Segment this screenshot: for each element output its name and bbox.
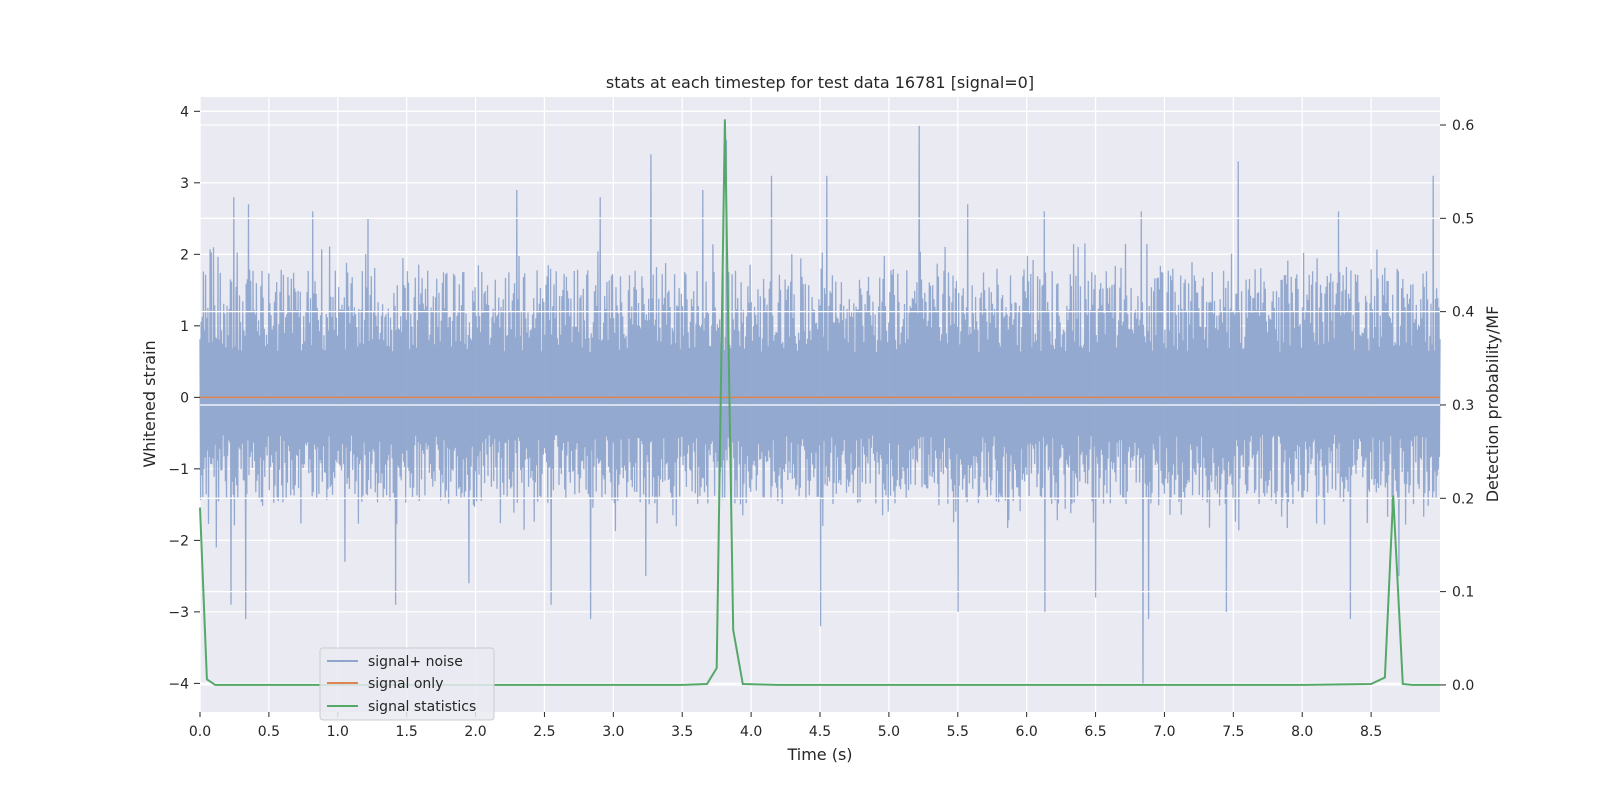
y-tick-label: −3 — [168, 605, 189, 621]
x-tick-label: 7.0 — [1153, 724, 1175, 740]
legend: signal+ noise signal only signal statist… — [319, 647, 495, 721]
x-axis-label: Time (s) — [786, 745, 852, 764]
legend-label-signal: signal only — [368, 676, 443, 692]
x-tick-label: 2.0 — [464, 724, 486, 740]
x-tick-label: 3.0 — [602, 724, 624, 740]
y2-tick-label: 0.6 — [1452, 118, 1474, 134]
y2-axis-ticks: 0.0 0.1 0.2 0.3 0.4 0.5 0.6 — [1440, 118, 1474, 694]
y2-tick-label: 0.5 — [1452, 211, 1474, 227]
y-tick-label: −2 — [168, 533, 189, 549]
y2-tick-label: 0.3 — [1452, 398, 1474, 414]
x-tick-label: 8.5 — [1360, 724, 1382, 740]
x-tick-label: 5.5 — [947, 724, 969, 740]
y-tick-label: −4 — [168, 676, 189, 692]
y-tick-label: 4 — [180, 104, 189, 120]
x-tick-label: 6.5 — [1084, 724, 1106, 740]
signal-noise-series — [199, 125, 1441, 684]
legend-label-noise: signal+ noise — [368, 654, 463, 670]
y2-axis-label: Detection probability/MF — [1483, 306, 1502, 503]
x-tick-label: 8.0 — [1291, 724, 1313, 740]
x-tick-label: 6.0 — [1016, 724, 1038, 740]
y2-tick-label: 0.1 — [1452, 585, 1474, 601]
noise-trace — [199, 125, 1441, 684]
x-tick-label: 4.5 — [809, 724, 831, 740]
chart-title: stats at each timestep for test data 167… — [606, 73, 1034, 92]
x-tick-label: 1.5 — [396, 724, 418, 740]
legend-label-statistics: signal statistics — [368, 699, 476, 715]
x-tick-label: 5.0 — [878, 724, 900, 740]
legend-box — [319, 647, 495, 721]
x-tick-label: 3.5 — [671, 724, 693, 740]
x-axis-ticks: 0.0 0.5 1.0 1.5 2.0 2.5 3.0 3.5 4.0 4.5 5.0 5.5 6.0 6… — [189, 712, 1382, 740]
y-tick-label: 2 — [180, 247, 189, 263]
y-tick-label: 1 — [180, 319, 189, 335]
y-tick-label: 3 — [180, 176, 189, 192]
y2-tick-label: 0.4 — [1452, 305, 1474, 321]
y-tick-label: 0 — [180, 390, 189, 406]
x-tick-label: 1.0 — [327, 724, 349, 740]
x-tick-label: 0.5 — [258, 724, 280, 740]
x-tick-label: 0.0 — [189, 724, 211, 740]
y-axis-label: Whitened strain — [140, 340, 159, 467]
y-axis-ticks: −4 −3 −2 −1 0 1 2 3 4 — [168, 104, 200, 692]
x-tick-label: 2.5 — [533, 724, 555, 740]
y-tick-label: −1 — [168, 462, 189, 478]
x-tick-label: 7.5 — [1222, 724, 1244, 740]
x-tick-label: 4.0 — [740, 724, 762, 740]
y2-tick-label: 0.0 — [1452, 678, 1474, 694]
y2-tick-label: 0.2 — [1452, 491, 1474, 507]
